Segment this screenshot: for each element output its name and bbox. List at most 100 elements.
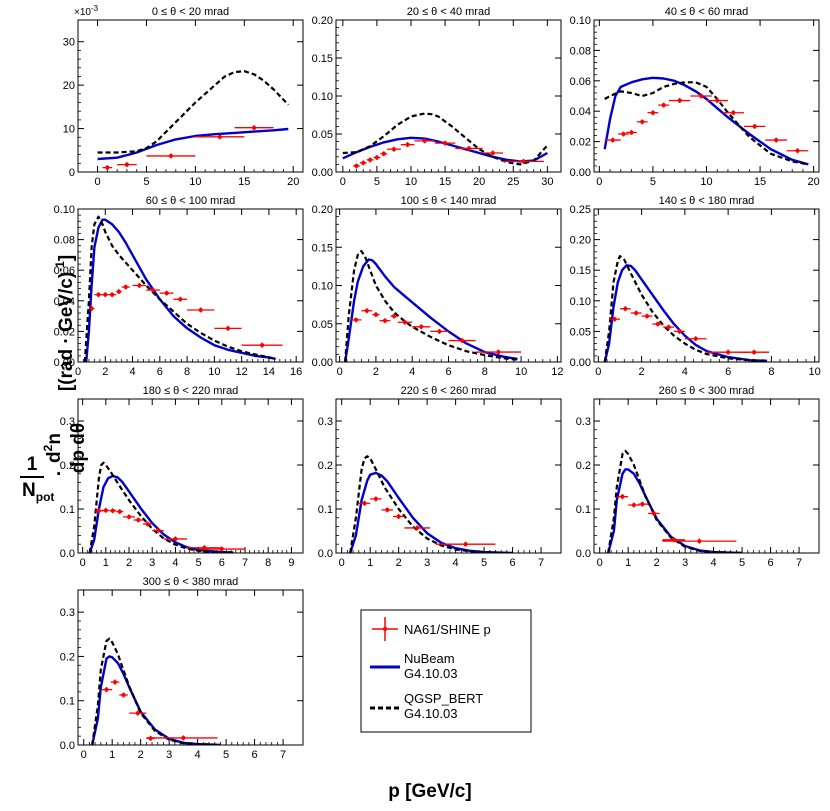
panel-frame	[335, 208, 562, 363]
panel-frame	[593, 398, 820, 554]
data-point-marker	[496, 350, 501, 355]
y-tick-label: 0.06	[54, 265, 75, 277]
y-tick-label: 0.2	[60, 651, 75, 663]
x-tick-label: 3	[424, 557, 430, 569]
data-point-marker	[113, 680, 118, 685]
data-point	[636, 119, 648, 125]
legend-qgsp-label-1: QGSP_BERT	[404, 691, 483, 706]
x-tick-label: 5	[223, 749, 229, 761]
x-tick-label: 4	[409, 366, 415, 378]
data-point-marker	[629, 130, 634, 135]
y-label-unit-close: ]	[56, 255, 77, 261]
panel-frame	[593, 19, 820, 173]
data-point	[102, 165, 113, 171]
legend-entry-qgsp: QGSP_BERT G4.10.03	[370, 691, 483, 721]
data-point-marker	[151, 288, 155, 293]
legend-entry-data: NA61/SHINE p	[372, 617, 491, 641]
y-tick-label: 0.02	[54, 326, 75, 338]
x-tick-label: 8	[482, 366, 488, 378]
x-tick-label: 9	[288, 557, 294, 569]
data-point-marker	[198, 307, 203, 312]
data-point	[400, 142, 415, 148]
data-point	[397, 319, 413, 325]
data-point	[163, 536, 188, 542]
y-label-unit-sup: -1	[53, 261, 67, 272]
data-point	[129, 710, 147, 716]
series-line-qgsp-bert	[97, 70, 290, 154]
data-point-marker	[260, 343, 265, 348]
data-point-marker	[123, 285, 128, 290]
y-tick-label: 10	[63, 124, 75, 136]
data-point	[647, 110, 659, 116]
data-point	[214, 325, 242, 331]
data-point-marker	[373, 496, 378, 501]
y-tick-label: 0.10	[312, 281, 333, 293]
panel-title: 140 ≤ θ < 180 mrad	[659, 195, 755, 207]
data-point-marker	[127, 514, 132, 519]
panel-frame	[335, 398, 562, 554]
y-tick-label: 0.0	[576, 548, 591, 560]
x-tick-label: 5	[739, 557, 745, 569]
data-point-marker	[361, 160, 366, 165]
data-point-marker	[402, 320, 407, 325]
data-point-marker	[443, 141, 448, 146]
x-tick-label: 20	[287, 176, 299, 188]
y-axis-label: 1 Npot · d2n dp dθ [(rad · GeV/c)-1]	[20, 255, 89, 504]
x-tick-label: 10	[208, 366, 220, 378]
data-point	[88, 305, 95, 311]
x-tick-label: 6	[725, 366, 731, 378]
panel-plot-area	[607, 449, 743, 553]
data-point	[430, 328, 449, 334]
data-point-marker	[774, 138, 779, 143]
y-label-num-sup: 2	[41, 444, 55, 451]
data-point	[350, 317, 362, 323]
data-point	[626, 129, 637, 135]
data-point	[100, 686, 113, 693]
data-point-marker	[145, 521, 150, 526]
x-tick-label: 0	[337, 366, 343, 378]
data-point	[414, 138, 435, 144]
x-tick-label: 7	[280, 749, 286, 761]
y-label-one: 1	[27, 454, 38, 475]
y-label-denominator: dp dθ	[68, 423, 89, 473]
panel-frame	[77, 398, 304, 554]
legend: NA61/SHINE p NuBeam G4.10.03 QGSP_BERT G…	[360, 609, 532, 733]
x-tick-label: 6	[252, 749, 258, 761]
y-label-npot-main: N	[22, 480, 36, 501]
panel-frame	[77, 208, 304, 363]
y-tick-label: 0.00	[570, 167, 591, 179]
series-line-nubeam	[603, 264, 768, 362]
data-point-marker	[752, 350, 757, 355]
data-point-marker	[104, 687, 109, 692]
data-point	[195, 134, 245, 140]
data-point-marker	[731, 110, 736, 115]
x-tick-label: 4	[129, 366, 135, 378]
x-tick-label: 8	[265, 557, 271, 569]
y-tick-label: 0.05	[312, 319, 333, 331]
x-tick-label: 8	[184, 366, 190, 378]
data-point	[765, 137, 787, 143]
data-point	[198, 546, 246, 552]
x-tick-label: 0	[75, 366, 81, 378]
y-label-num-n: n	[44, 433, 65, 445]
data-point	[353, 163, 360, 169]
x-tick-label: 2	[373, 366, 379, 378]
y-tick-label: 0.04	[54, 296, 75, 308]
data-point	[234, 125, 274, 131]
data-point	[366, 157, 374, 163]
data-point-marker	[110, 292, 115, 297]
data-point	[404, 525, 430, 531]
y-tick-label: 0.20	[312, 204, 333, 216]
x-tick-label: 7	[796, 557, 802, 569]
x-tick-label: 0	[339, 557, 345, 569]
data-point-marker	[252, 125, 257, 130]
data-point-marker	[89, 306, 94, 311]
data-point	[435, 541, 496, 547]
data-point	[132, 283, 147, 288]
data-point	[241, 342, 283, 348]
y-tick-label: 0.1	[318, 504, 333, 516]
data-point-marker	[612, 317, 617, 322]
x-tick-label: 5	[481, 557, 487, 569]
x-tick-label: 7	[538, 557, 544, 569]
data-point	[648, 510, 660, 516]
